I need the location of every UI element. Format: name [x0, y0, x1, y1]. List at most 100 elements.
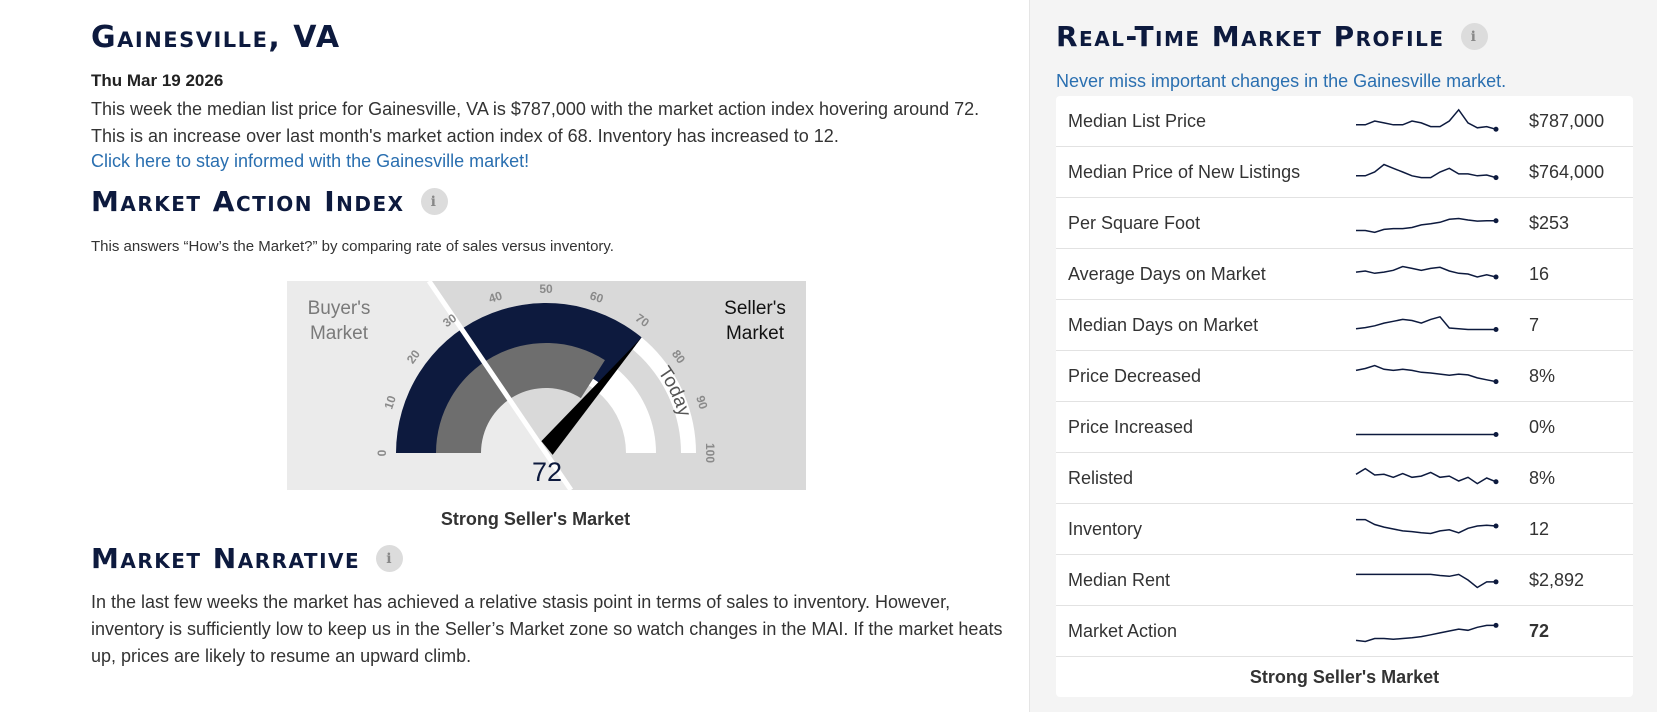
gauge-needle: [541, 337, 642, 455]
sparkline-trend: [1355, 467, 1497, 485]
sparkline-trend: [1356, 108, 1497, 131]
profile-row-value: $764,000: [1529, 161, 1605, 182]
profile-row-label: Average Days on Market: [1068, 263, 1266, 284]
info-icon[interactable]: i: [376, 545, 404, 572]
sparkline: [1355, 315, 1499, 332]
gauge-needle-shape: [541, 337, 642, 455]
stay-informed-link[interactable]: Click here to stay informed with the Gai…: [91, 151, 530, 171]
info-icon[interactable]: i: [1460, 23, 1488, 50]
sparkline: [1355, 622, 1499, 643]
profile-row: Per Square Foot $253: [1056, 198, 1633, 249]
mai-title: Market Action Index: [91, 185, 405, 218]
narrative-heading: Market Narrative i: [91, 542, 404, 575]
sparkline-endpoint: [1493, 432, 1499, 437]
info-icon[interactable]: i: [420, 188, 448, 215]
narrative-title: Market Narrative: [91, 542, 361, 575]
profile-row-value: 8%: [1529, 365, 1556, 386]
sparkline-endpoint: [1493, 579, 1499, 585]
profile-row: Average Days on Market 16: [1056, 249, 1633, 300]
report-date: Thu Mar 19 2026: [91, 71, 224, 90]
sparkline: [1355, 265, 1499, 280]
sellers-market-label-1: Seller's: [724, 298, 786, 319]
profile-row-label: Relisted: [1068, 467, 1134, 488]
sparkline-endpoint: [1493, 327, 1499, 332]
profile-row: Relisted 8%: [1056, 453, 1633, 504]
sparkline-endpoint: [1493, 379, 1499, 385]
sparkline-trend: [1355, 265, 1497, 278]
page-title: Gainesville, VA: [91, 20, 341, 55]
sparkline: [1356, 108, 1499, 132]
profile-table: Median List Price $787,000 Median Price of…: [1056, 96, 1633, 697]
profile-caption: Strong Seller's Market: [1249, 667, 1440, 687]
gauge-arcs: [396, 279, 696, 492]
zone-divider: [426, 279, 574, 492]
profile-row: Market Action 72: [1056, 606, 1633, 657]
buyers-market-label-2: Market: [310, 323, 369, 344]
profile-row: Median Days on Market 7: [1056, 300, 1633, 351]
gauge-tick-label: 40: [487, 288, 504, 306]
sparkline: [1355, 364, 1499, 385]
buyers-market-label-1: Buyer's: [308, 298, 371, 319]
profile-row-label: Per Square Foot: [1068, 212, 1201, 233]
sparkline-trend: [1356, 518, 1497, 535]
profile-title: Real-Time Market Profile: [1056, 20, 1445, 53]
profile-row-label: Inventory: [1068, 518, 1143, 539]
profile-row-label: Price Decreased: [1068, 365, 1202, 386]
sparkline: [1355, 467, 1499, 485]
profile-row-value: 0%: [1529, 416, 1556, 437]
profile-row: Median List Price $787,000: [1056, 96, 1633, 147]
sparkline-trend: [1355, 624, 1496, 643]
profile-row-label: Median List Price: [1068, 110, 1207, 131]
profile-heading: Real-Time Market Profile i: [1056, 20, 1488, 53]
sparkline-endpoint: [1493, 274, 1499, 280]
sparkline-trend: [1355, 315, 1496, 331]
profile-row: Price Increased 0%: [1056, 402, 1633, 453]
sparkline-endpoint: [1493, 479, 1499, 485]
gauge-tick-label: 50: [539, 282, 553, 296]
profile-row-value: $787,000: [1529, 110, 1605, 131]
profile-row-value: $253: [1529, 212, 1570, 233]
sparkline: [1356, 217, 1499, 234]
sparkline-trend: [1356, 573, 1496, 589]
sparkline: [1356, 518, 1499, 535]
sparkline: [1356, 432, 1499, 437]
profile-row: Inventory 12: [1056, 504, 1633, 555]
profile-row: Median Rent $2,892: [1056, 555, 1633, 606]
profile-row-label: Median Rent: [1068, 569, 1171, 590]
sparkline: [1356, 573, 1499, 589]
intro-text: This week the median list price for Gain…: [91, 99, 980, 146]
sparkline-endpoint: [1493, 126, 1499, 132]
gauge-tick-label: 10: [381, 394, 399, 411]
gauge-value: 72: [532, 457, 562, 487]
narrative-text: In the last few weeks the market has ach…: [91, 592, 1003, 666]
profile-row: Median Price of New Listings $764,000: [1056, 147, 1633, 198]
profile-row-label: Price Increased: [1068, 416, 1194, 437]
sparkline-trend: [1356, 217, 1496, 234]
sparkline-endpoint: [1493, 622, 1499, 628]
profile-row-value: $2,892: [1529, 569, 1585, 590]
gauge-tick-label: 90: [693, 394, 711, 411]
sellers-market-label-2: Market: [726, 323, 785, 344]
never-miss-link[interactable]: Never miss important changes in the Gain…: [1056, 71, 1507, 91]
profile-row-value: 12: [1529, 518, 1550, 539]
market-profile-panel: Real-Time Market Profile i Never miss im…: [1029, 0, 1657, 712]
sparkline-endpoint: [1493, 175, 1499, 181]
profile-row: Price Decreased 8%: [1056, 351, 1633, 402]
gauge-tick-label: 0: [375, 449, 389, 456]
mai-heading: Market Action Index i: [91, 185, 448, 218]
profile-row-value: 16: [1529, 263, 1550, 284]
profile-row-value: 8%: [1529, 467, 1556, 488]
mai-subtitle: This answers “How’s the Market?” by comp…: [91, 238, 614, 255]
sparkline-endpoint: [1493, 218, 1499, 224]
profile-row-label: Market Action: [1068, 620, 1178, 641]
sparkline: [1356, 163, 1499, 181]
profile-row-label: Median Days on Market: [1068, 314, 1259, 335]
profile-row-value: 72: [1529, 620, 1550, 641]
gauge-tick-label: 100: [703, 443, 717, 463]
gauge-caption: Strong Seller's Market: [440, 509, 631, 529]
sparkline-endpoint: [1493, 523, 1499, 529]
market-action-gauge: 0 10 20 30 40 50 60 70 80 90 100 Buyer's Market Se…: [282, 265, 806, 492]
